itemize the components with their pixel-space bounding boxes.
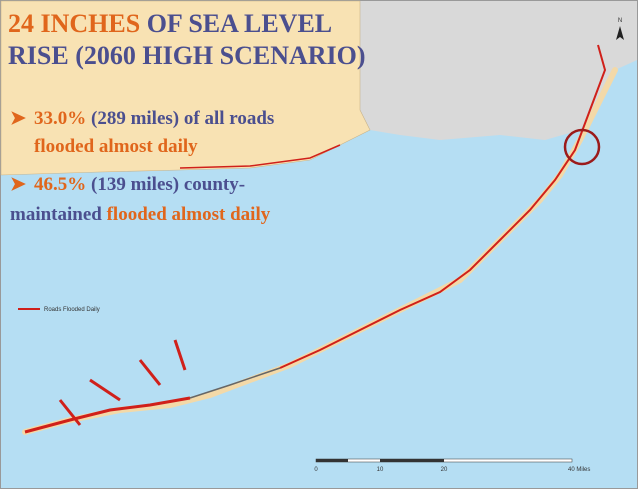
scale-segment — [380, 459, 444, 462]
bullet-text: (289 miles) of all roads — [86, 108, 274, 129]
title-line-1: 24 INCHES OF SEA LEVEL — [8, 9, 332, 38]
percent: 46.5% — [34, 174, 86, 195]
legend-label: Roads Flooded Daily — [44, 307, 100, 313]
bullet-text: (139 miles) county- — [86, 174, 245, 195]
bullet-arrow: ➤ — [10, 174, 26, 195]
scale-label: 0 — [314, 467, 318, 473]
bullet-text: maintained — [10, 204, 107, 225]
north-label: N — [618, 18, 622, 24]
flooded-roads-lower — [24, 339, 191, 434]
bullet-1-line-2: flooded almost daily — [34, 136, 198, 157]
north-arrow — [616, 26, 624, 40]
title-text: OF SEA LEVEL — [140, 9, 332, 38]
bullet-1: 33.0% (289 miles) of all roads — [34, 108, 274, 129]
flooded-roads-mainland — [179, 144, 341, 169]
bullet-2: 46.5% (139 miles) county- — [34, 174, 245, 195]
bullet-highlight: flooded almost daily — [107, 204, 271, 225]
scale-segment — [316, 459, 348, 462]
bullet-arrow: ➤ — [10, 108, 26, 129]
scale-label: 10 — [377, 467, 384, 473]
land-gray — [360, 1, 637, 140]
flooded-roads — [279, 44, 607, 369]
road — [189, 367, 281, 399]
highlight-circle — [563, 128, 601, 166]
title-highlight: 24 INCHES — [8, 9, 140, 38]
bullet-2-line-2: maintained flooded almost daily — [10, 204, 271, 225]
percent: 33.0% — [34, 108, 86, 129]
mainland — [0, 0, 371, 176]
scale-label: 20 — [441, 467, 448, 473]
scale-label: 40 Miles — [568, 467, 590, 473]
title-line-2: RISE (2060 HIGH SCENARIO) — [8, 41, 366, 70]
